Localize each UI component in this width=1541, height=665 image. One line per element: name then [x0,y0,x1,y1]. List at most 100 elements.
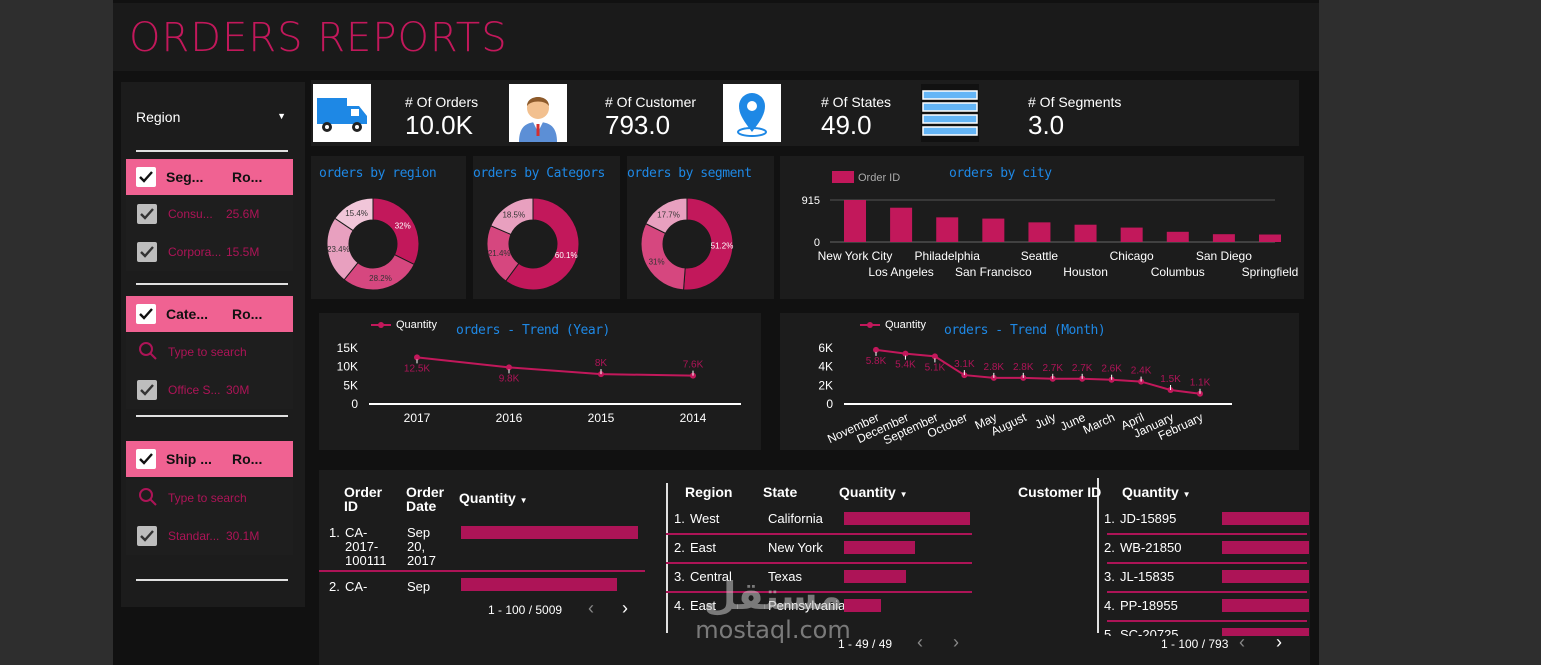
checkbox-checked-icon[interactable] [137,380,157,400]
customer-icon [509,84,567,142]
table-row[interactable]: 4. PP-18955 [1097,598,1309,627]
segment-filter-col1: Seg... [166,169,204,185]
trend-point[interactable] [506,364,512,371]
city-bar[interactable] [1028,222,1051,242]
ship-filter-header[interactable]: Ship ... Ro... [126,441,293,477]
donut-slice-label: 21.4% [488,249,511,258]
col-header-quantity[interactable]: Quantity ▼ [1122,485,1191,502]
city-bar[interactable] [1166,231,1189,242]
caret-down-icon: ▼ [277,111,286,121]
trend-point[interactable] [414,354,420,361]
donut-slice[interactable] [645,197,688,235]
x-tick-label: Columbus [1151,265,1205,279]
year-trend-panel: orders - Trend (Year) Quantity 15K 10K 5K 0 1… [319,313,761,450]
chevron-left-icon[interactable]: ‹ [588,598,594,618]
chevron-right-icon[interactable]: › [622,598,628,618]
trend-point[interactable] [931,353,938,360]
table-row[interactable]: 5. SC-20725 [1097,627,1309,636]
city-bar[interactable] [1074,224,1097,242]
search-icon [138,487,158,510]
checkbox-checked-icon[interactable] [136,304,156,324]
x-tick-label: Seattle [1021,249,1059,263]
trend-point[interactable] [1138,378,1145,385]
kpi-label-states: # Of States [821,94,892,110]
chevron-right-icon[interactable]: › [1276,632,1282,652]
table-row[interactable]: 1. West California [666,511,986,540]
city-bar[interactable] [1259,234,1281,242]
trend-point[interactable] [873,346,879,353]
row-divider [1107,533,1307,535]
tables-panel: Order ID Order Date Quantity ▼ 1. CA-201… [319,470,1310,665]
region-dropdown[interactable]: Region ▼ [136,109,286,133]
category-search-input[interactable]: Type to search [126,333,293,371]
table-row[interactable]: 4. East Pennsylvania [666,598,986,627]
search-icon [138,341,158,364]
donut-slice[interactable] [372,197,420,266]
checkbox-checked-icon[interactable] [136,167,156,187]
row-divider [666,562,972,564]
col-header-quantity[interactable]: Quantity ▼ [839,485,908,502]
quantity-bar [844,599,881,612]
col-header-region[interactable]: Region [685,484,733,500]
watermark-latin: mostaql.com [695,616,851,644]
chevron-left-icon[interactable]: ‹ [1239,632,1245,652]
col-header-state[interactable]: State [763,484,798,500]
filter-row-value: 30.1M [226,529,260,543]
table-row[interactable]: 3. JL-15835 [1097,569,1309,598]
table-row[interactable]: 2. WB-21850 [1097,540,1309,569]
table-row[interactable]: 2. East New York [666,540,986,569]
point-data-label: 2.6K [1101,364,1122,375]
point-data-label: 2.8K [1013,362,1034,373]
category-filter-header[interactable]: Cate... Ro... [126,296,293,332]
row-divider [666,591,972,593]
chevron-left-icon[interactable]: ‹ [917,632,923,652]
category-filter-row[interactable]: Office S... 30M [126,371,293,409]
table-row-clip: 2. CA-2016- Sep 13 [319,574,645,596]
search-placeholder: Type to search [168,491,247,505]
region-cell: East [690,598,717,613]
ship-filter-col1: Ship ... [166,451,212,467]
city-bar[interactable] [936,217,959,242]
trend-point[interactable] [902,350,909,357]
checkbox-checked-icon[interactable] [137,526,157,546]
segment-filter-row[interactable]: Corpora... 15.5M [126,233,293,271]
ship-search-input[interactable]: Type to search [126,479,293,517]
trend-point[interactable] [1108,376,1115,383]
chevron-right-icon[interactable]: › [953,632,959,652]
donut-slice[interactable] [505,197,580,291]
table-row[interactable]: 1. JD-15895 [1097,511,1309,540]
checkbox-checked-icon[interactable] [137,204,157,224]
city-bar[interactable] [982,218,1005,242]
row-number: 2. [329,579,340,594]
table-row[interactable]: 3. Central Texas [666,569,986,598]
checkbox-checked-icon[interactable] [137,242,157,262]
donut-slice[interactable] [334,197,374,232]
checkbox-checked-icon[interactable] [136,449,156,469]
city-bar[interactable] [890,207,913,242]
segment-filter-row[interactable]: Consu... 25.6M [126,195,293,233]
city-bar[interactable] [1120,227,1143,242]
segment-filter-header[interactable]: Seg... Ro... [126,159,293,195]
col-header-quantity[interactable]: Quantity ▼ [459,491,528,508]
donut-slice[interactable] [490,197,534,236]
col-header-quantity-label: Quantity [459,490,516,506]
city-bar-panel: orders by city Order ID 915 0 New York City… [780,156,1304,299]
donut-slice[interactable] [682,197,734,291]
point-data-label: 1.1K [1190,378,1211,389]
city-bar[interactable] [1212,234,1235,242]
x-tick-label: 2016 [496,411,523,425]
segment-donut-panel: orders by segment 51.2% 31% 17.7% [627,156,774,299]
x-tick-label: 2015 [588,411,615,425]
row-number: 2. [674,540,685,555]
trend-point[interactable] [1197,390,1203,397]
order-date-cell: Sep 20, 2017 [407,525,436,568]
ship-filter-row[interactable]: Standar... 30.1M [126,517,293,555]
donut-slice-label: 15.4% [345,209,368,218]
col-header-customer-id[interactable]: Customer ID [1018,484,1102,500]
col-header-order-date[interactable]: Order Date [406,484,445,514]
kpi-label-orders: # Of Orders [405,94,479,110]
city-bar[interactable] [844,200,866,242]
sort-desc-icon: ▼ [519,496,528,505]
col-header-order-id[interactable]: Order ID [344,484,383,514]
